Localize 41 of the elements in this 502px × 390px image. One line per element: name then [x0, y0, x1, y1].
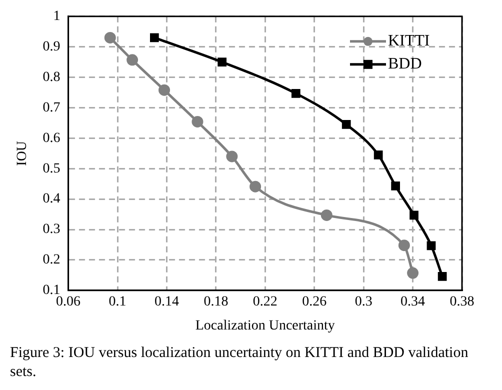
point	[150, 33, 159, 42]
y-axis-title: IOU	[15, 140, 30, 166]
x-tick-label: 0.18	[204, 294, 228, 310]
point	[104, 32, 116, 44]
y-tick-label: 0.2	[42, 252, 60, 268]
point	[410, 210, 418, 220]
y-tick-label: 0.5	[42, 161, 60, 176]
y-tick-label: 1	[53, 9, 60, 24]
y-tick-label: 0.4	[42, 192, 60, 207]
legend-label: BDD	[388, 56, 422, 73]
point	[342, 120, 351, 129]
point	[158, 84, 170, 96]
y-tick-label: 0.9	[42, 40, 60, 55]
point	[374, 150, 383, 160]
caption: Figure 3: IOU versus localization uncertainty on KITTI and BDD validation sets.	[10, 344, 470, 382]
legend-label: KITTI	[388, 32, 430, 50]
point	[391, 182, 400, 190]
point	[426, 241, 436, 250]
x-tick-label: 0.38	[450, 294, 474, 310]
point	[438, 272, 447, 281]
point	[126, 54, 138, 66]
y-tick-label: 0.7	[42, 100, 60, 116]
y-tick-label: 0.3	[42, 222, 60, 238]
point	[250, 180, 262, 192]
point	[218, 58, 227, 66]
x-tick-label: 0.34	[400, 294, 426, 310]
point	[398, 240, 410, 252]
y-tick-label: 0.8	[42, 70, 60, 85]
point	[192, 116, 204, 128]
x-tick-label: 0.1	[108, 294, 126, 310]
point	[226, 150, 238, 162]
point	[320, 209, 332, 221]
y-tick-label: 0.6	[42, 130, 60, 146]
point	[291, 88, 300, 98]
x-tick-label: 0.06	[56, 294, 81, 310]
x-axis-title: Localization Uncertainty	[195, 318, 335, 334]
x-tick-label: 0.26	[302, 294, 327, 310]
x-tick-label: 0.14	[154, 294, 179, 310]
x-tick-label: 0.3	[354, 294, 372, 310]
x-tick-label: 0.22	[252, 294, 278, 310]
point	[407, 267, 419, 279]
